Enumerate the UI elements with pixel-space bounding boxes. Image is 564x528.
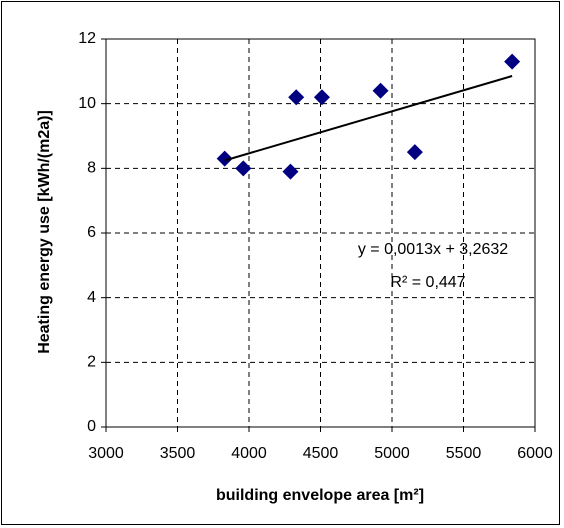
plot-area [105, 38, 536, 428]
point [313, 89, 330, 106]
y-tick-label: 8 [87, 160, 96, 177]
point [504, 53, 521, 70]
point [288, 89, 305, 106]
y-tick-label: 6 [87, 224, 96, 241]
point [406, 144, 423, 161]
x-tick-label: 6000 [517, 445, 553, 462]
x-tick-label: 5500 [446, 445, 482, 462]
y-tick-label: 12 [78, 30, 96, 47]
x-tick-label: 4000 [231, 445, 267, 462]
y-axis-title: Heating energy use [kWh/(m2a)] [36, 110, 53, 354]
y-tick-label: 2 [87, 354, 96, 371]
x-tick-label: 3000 [88, 445, 124, 462]
x-tick-label: 3500 [160, 445, 196, 462]
trend-r2: R² = 0,447 [390, 274, 465, 291]
y-tick-label: 4 [87, 289, 96, 306]
x-tick-label: 5000 [374, 445, 410, 462]
trendline [224, 75, 513, 162]
point [372, 82, 389, 99]
y-tick-label: 0 [87, 418, 96, 435]
x-axis-title: building envelope area [m²] [216, 487, 424, 504]
x-tick-label: 4500 [303, 445, 339, 462]
point [282, 163, 299, 180]
point [235, 160, 252, 177]
y-tick-label: 10 [78, 95, 96, 112]
trend-equation: y = 0,0013x + 3,2632 [358, 241, 508, 258]
point [216, 150, 233, 167]
